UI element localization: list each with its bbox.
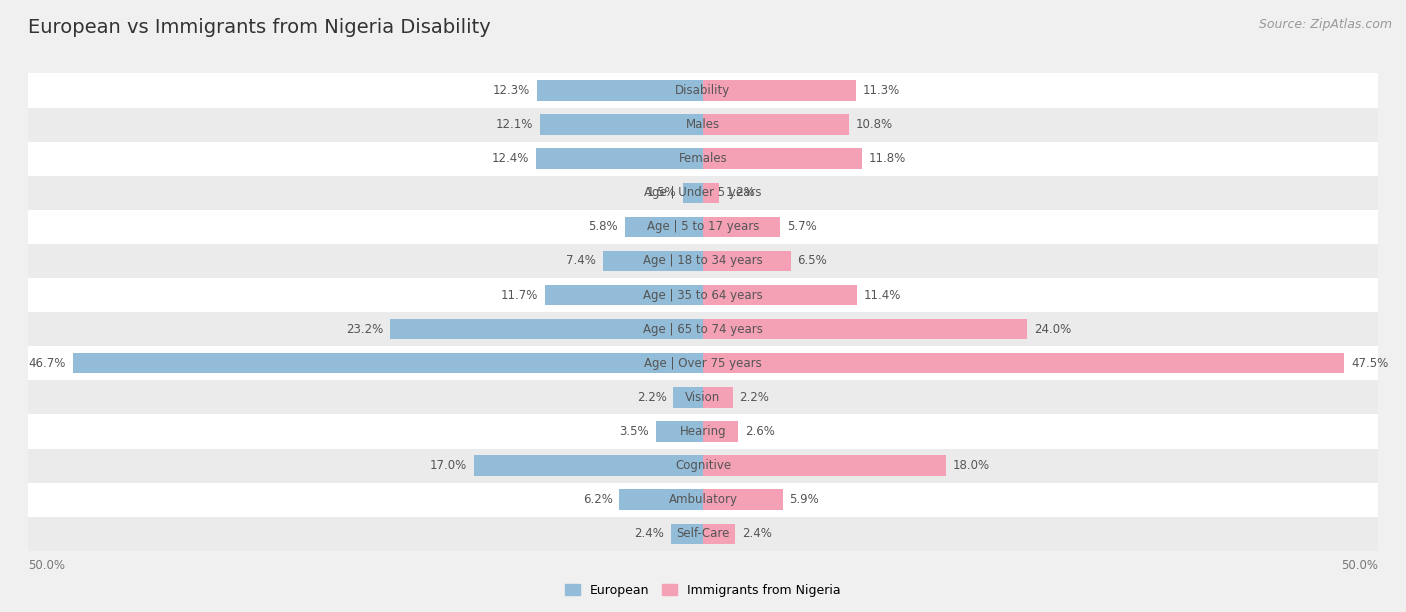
Text: Ambulatory: Ambulatory	[668, 493, 738, 506]
Bar	[703, 387, 733, 408]
Text: Cognitive: Cognitive	[675, 459, 731, 472]
Bar	[28, 73, 1378, 108]
Text: Age | 65 to 74 years: Age | 65 to 74 years	[643, 323, 763, 335]
Text: 2.6%: 2.6%	[745, 425, 775, 438]
Text: 1.2%: 1.2%	[725, 186, 756, 200]
Bar	[474, 455, 703, 476]
Bar	[673, 387, 703, 408]
Text: Self-Care: Self-Care	[676, 528, 730, 540]
Text: Males: Males	[686, 118, 720, 131]
Text: Hearing: Hearing	[679, 425, 727, 438]
Text: 6.2%: 6.2%	[582, 493, 613, 506]
Bar	[703, 455, 946, 476]
Text: 24.0%: 24.0%	[1033, 323, 1071, 335]
Legend: European, Immigrants from Nigeria: European, Immigrants from Nigeria	[560, 579, 846, 602]
Text: 3.5%: 3.5%	[620, 425, 650, 438]
Bar	[28, 414, 1378, 449]
Text: Source: ZipAtlas.com: Source: ZipAtlas.com	[1258, 18, 1392, 31]
Bar	[703, 319, 1026, 340]
Text: Age | 35 to 64 years: Age | 35 to 64 years	[643, 289, 763, 302]
Bar	[703, 251, 790, 271]
Text: 11.8%: 11.8%	[869, 152, 907, 165]
Text: Age | 18 to 34 years: Age | 18 to 34 years	[643, 255, 763, 267]
Bar	[389, 319, 703, 340]
Bar	[28, 517, 1378, 551]
Text: Age | Under 5 years: Age | Under 5 years	[644, 186, 762, 200]
Text: 12.1%: 12.1%	[495, 118, 533, 131]
Bar	[28, 278, 1378, 312]
Bar	[540, 114, 703, 135]
Bar	[703, 80, 855, 101]
Text: 47.5%: 47.5%	[1351, 357, 1388, 370]
Text: 11.3%: 11.3%	[862, 84, 900, 97]
Bar	[703, 353, 1344, 373]
Text: 5.7%: 5.7%	[787, 220, 817, 233]
Bar	[655, 421, 703, 442]
Bar	[536, 149, 703, 169]
Text: 2.2%: 2.2%	[740, 391, 769, 404]
Bar	[703, 285, 856, 305]
Text: 12.3%: 12.3%	[494, 84, 530, 97]
Text: 18.0%: 18.0%	[953, 459, 990, 472]
Bar	[671, 523, 703, 544]
Text: 50.0%: 50.0%	[1341, 559, 1378, 572]
Bar	[537, 80, 703, 101]
Bar	[683, 182, 703, 203]
Bar	[703, 523, 735, 544]
Text: European vs Immigrants from Nigeria Disability: European vs Immigrants from Nigeria Disa…	[28, 18, 491, 37]
Text: 46.7%: 46.7%	[28, 357, 66, 370]
Bar	[28, 108, 1378, 141]
Bar	[703, 490, 783, 510]
Text: 6.5%: 6.5%	[797, 255, 827, 267]
Text: 50.0%: 50.0%	[28, 559, 65, 572]
Text: 23.2%: 23.2%	[346, 323, 382, 335]
Bar	[28, 483, 1378, 517]
Bar	[28, 141, 1378, 176]
Text: Females: Females	[679, 152, 727, 165]
Bar	[703, 182, 720, 203]
Bar	[28, 210, 1378, 244]
Text: 2.4%: 2.4%	[742, 528, 772, 540]
Bar	[703, 114, 849, 135]
Text: Disability: Disability	[675, 84, 731, 97]
Text: Age | Over 75 years: Age | Over 75 years	[644, 357, 762, 370]
Text: Age | 5 to 17 years: Age | 5 to 17 years	[647, 220, 759, 233]
Text: 17.0%: 17.0%	[430, 459, 467, 472]
Text: 2.2%: 2.2%	[637, 391, 666, 404]
Text: 11.7%: 11.7%	[501, 289, 538, 302]
Text: 10.8%: 10.8%	[855, 118, 893, 131]
Bar	[703, 421, 738, 442]
Text: 2.4%: 2.4%	[634, 528, 664, 540]
Bar	[28, 380, 1378, 414]
Text: 5.8%: 5.8%	[588, 220, 619, 233]
Bar	[28, 346, 1378, 380]
Bar	[703, 217, 780, 237]
Text: 5.9%: 5.9%	[789, 493, 820, 506]
Text: 1.5%: 1.5%	[647, 186, 676, 200]
Text: 11.4%: 11.4%	[863, 289, 901, 302]
Text: Vision: Vision	[685, 391, 721, 404]
Bar	[28, 176, 1378, 210]
Bar	[28, 244, 1378, 278]
Bar	[546, 285, 703, 305]
Bar	[703, 149, 862, 169]
Bar	[624, 217, 703, 237]
Bar	[73, 353, 703, 373]
Bar	[619, 490, 703, 510]
Bar	[28, 449, 1378, 483]
Bar	[28, 312, 1378, 346]
Text: 12.4%: 12.4%	[492, 152, 529, 165]
Text: 7.4%: 7.4%	[567, 255, 596, 267]
Bar	[603, 251, 703, 271]
